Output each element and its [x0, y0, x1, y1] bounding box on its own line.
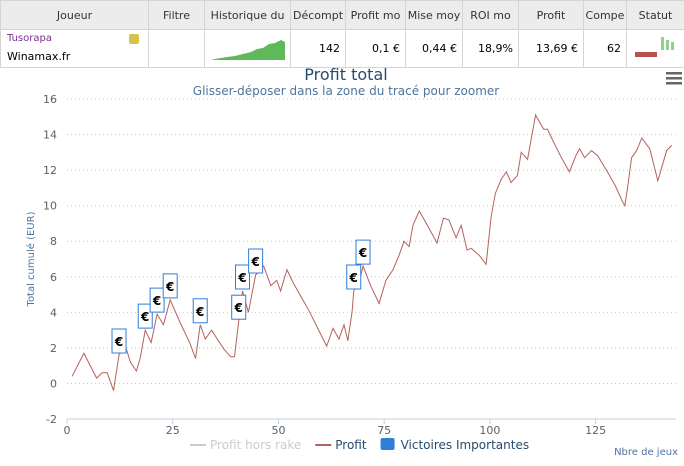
legend-symbol	[380, 438, 395, 450]
history-cell	[204, 29, 291, 68]
games-cell: 142	[290, 29, 346, 68]
column-header[interactable]: Décompt	[290, 0, 346, 30]
status-bar	[635, 52, 657, 57]
y-tick-label: 16	[43, 93, 57, 106]
column-header[interactable]: Profit	[518, 0, 584, 30]
flag	[248, 248, 264, 274]
flag-label: €	[358, 246, 367, 260]
x-tick-label: 75	[377, 424, 391, 437]
legend-label: Victoires Importantes	[401, 438, 530, 452]
status-icon	[635, 37, 674, 57]
flag-label: €	[234, 301, 243, 315]
profit-cell: 13,69 €	[518, 29, 584, 68]
flag	[162, 273, 178, 299]
y-tick-label: 12	[43, 164, 57, 177]
header-row: Joueur Filtre Historique du Décompt Prof…	[0, 0, 684, 30]
player-name[interactable]: Tusorapa	[7, 33, 52, 44]
chart-title: Profit total	[304, 66, 387, 84]
legend-label: Profit	[335, 438, 367, 452]
legend-item[interactable]: Profit	[315, 438, 367, 452]
column-header[interactable]: Mise moy	[405, 0, 463, 30]
flag-label: €	[114, 335, 123, 349]
status-cell	[626, 29, 684, 68]
avg-stake-cell: 0,44 €	[405, 29, 463, 68]
profit-line	[71, 113, 673, 391]
menu-button[interactable]	[666, 72, 682, 85]
legend-item[interactable]: Victoires Importantes	[380, 438, 530, 452]
flag	[111, 328, 127, 354]
column-header[interactable]: Profit mo	[345, 0, 406, 30]
y-tick-label: 2	[50, 342, 57, 355]
x-tick-label: 50	[271, 424, 285, 437]
flag-label: €	[152, 294, 161, 308]
x-tick-label: 25	[166, 424, 180, 437]
legend-item[interactable]: Profit hors rake	[190, 438, 301, 452]
flag	[137, 303, 153, 329]
flag	[231, 294, 247, 320]
column-header[interactable]: Compe	[583, 0, 627, 30]
x-axis-label: Nbre de jeux	[614, 447, 678, 458]
flag	[192, 298, 208, 324]
y-axis-label: Total cumulé (EUR)	[25, 211, 37, 307]
flag-label: €	[349, 271, 358, 285]
y-tick-label: 14	[43, 129, 57, 142]
status-bar	[666, 40, 669, 50]
legend-label: Profit hors rake	[210, 438, 301, 452]
y-tick-label: 6	[50, 271, 57, 284]
column-header[interactable]: ROI mo	[462, 0, 519, 30]
column-header[interactable]: Filtre	[148, 0, 205, 30]
sparkline	[211, 40, 285, 60]
flag-label: €	[165, 280, 174, 294]
flag-label: €	[250, 255, 259, 269]
avg-profit-cell: 0,1 €	[345, 29, 406, 68]
column-header[interactable]: Joueur	[0, 0, 149, 30]
flag-label: €	[195, 305, 204, 319]
flag	[346, 264, 362, 290]
x-tick-label: 0	[64, 424, 71, 437]
y-tick-label: 10	[43, 200, 57, 213]
column-header[interactable]: Historique du	[204, 0, 291, 30]
data-row: Tusorapa Winamax.fr 142 0,1 € 0,44 € 18,…	[0, 29, 684, 68]
x-tick-label: 100	[479, 424, 500, 437]
stats-table: Joueur Filtre Historique du Décompt Prof…	[0, 0, 684, 68]
x-tick-label: 125	[585, 424, 606, 437]
chart: Profit total Glisser-déposer dans la zon…	[25, 66, 682, 458]
roi-cell: 18,9%	[462, 29, 519, 68]
sparkline-area	[211, 40, 285, 60]
chart-subtitle: Glisser-déposer dans la zone du tracé po…	[193, 84, 499, 98]
medal-icon	[129, 34, 139, 44]
y-tick-label: 8	[50, 235, 57, 248]
y-tick-label: 0	[50, 377, 57, 390]
flag	[149, 287, 165, 313]
filter-cell	[148, 29, 205, 68]
flag-label: €	[140, 310, 149, 324]
status-bar	[661, 37, 664, 50]
y-tick-label: 4	[50, 306, 57, 319]
column-header[interactable]: Statut	[626, 0, 684, 30]
flag	[355, 239, 371, 265]
site-name: Winamax.fr	[7, 50, 71, 63]
flag	[235, 264, 251, 290]
y-tick-label: -2	[46, 413, 57, 426]
status-bar	[671, 42, 674, 50]
flag-label: €	[237, 271, 246, 285]
competitions-cell: 62	[583, 29, 627, 68]
player-cell: Tusorapa Winamax.fr	[0, 29, 149, 68]
